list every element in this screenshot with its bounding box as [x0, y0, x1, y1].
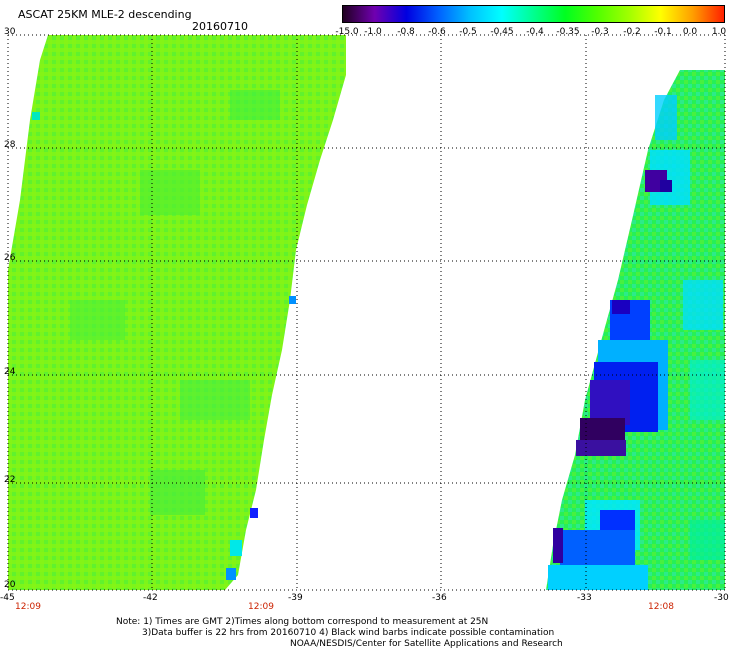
time-label: 12:09 [248, 602, 274, 612]
note-line-1: Note: 1) Times are GMT 2)Times along bot… [116, 617, 489, 627]
lon-tick: -33 [577, 593, 592, 603]
left-swath [8, 35, 346, 590]
colorbar-label: -15.0 [335, 27, 359, 37]
colorbar-label: -0.4 [526, 27, 544, 37]
lat-tick: 26 [4, 253, 16, 263]
lon-tick: -36 [432, 593, 447, 603]
colorbar-label: 0.0 [682, 27, 698, 37]
lon-tick: -39 [288, 593, 303, 603]
right-swath-features [548, 95, 725, 590]
colorbar-label: -0.6 [428, 27, 446, 37]
time-label: 12:09 [15, 602, 41, 612]
grid-lines [7, 34, 726, 591]
colorbar-label: -0.35 [556, 27, 580, 37]
lon-tick: -30 [714, 593, 729, 603]
lon-tick: -45 [0, 593, 15, 603]
note-line-3: NOAA/NESDIS/Center for Satellite Applica… [290, 639, 563, 649]
lat-tick: 22 [4, 475, 16, 485]
colorbar-label: -0.1 [654, 27, 672, 37]
note-line-2: 3)Data buffer is 22 hrs from 20160710 4)… [142, 628, 555, 638]
colorbar-label: -0.45 [490, 27, 514, 37]
colorbar-label: 1.0 [711, 27, 727, 37]
colorbar [342, 5, 725, 23]
date-label: 20160710 [192, 20, 248, 33]
colorbar-label: -0.5 [459, 27, 477, 37]
lon-tick: -42 [143, 593, 158, 603]
colorbar-label: -0.8 [397, 27, 415, 37]
lat-tick: 24 [4, 367, 16, 377]
colorbar-label: -1.0 [364, 27, 382, 37]
time-label: 12:08 [648, 602, 674, 612]
left-swath-patches [32, 90, 296, 580]
title: ASCAT 25KM MLE-2 descending [18, 8, 192, 21]
colorbar-label: -0.3 [591, 27, 609, 37]
lat-tick: 30 [4, 27, 16, 37]
colorbar-label: -0.2 [623, 27, 641, 37]
lat-tick: 20 [4, 580, 16, 590]
lat-tick: 28 [4, 140, 16, 150]
